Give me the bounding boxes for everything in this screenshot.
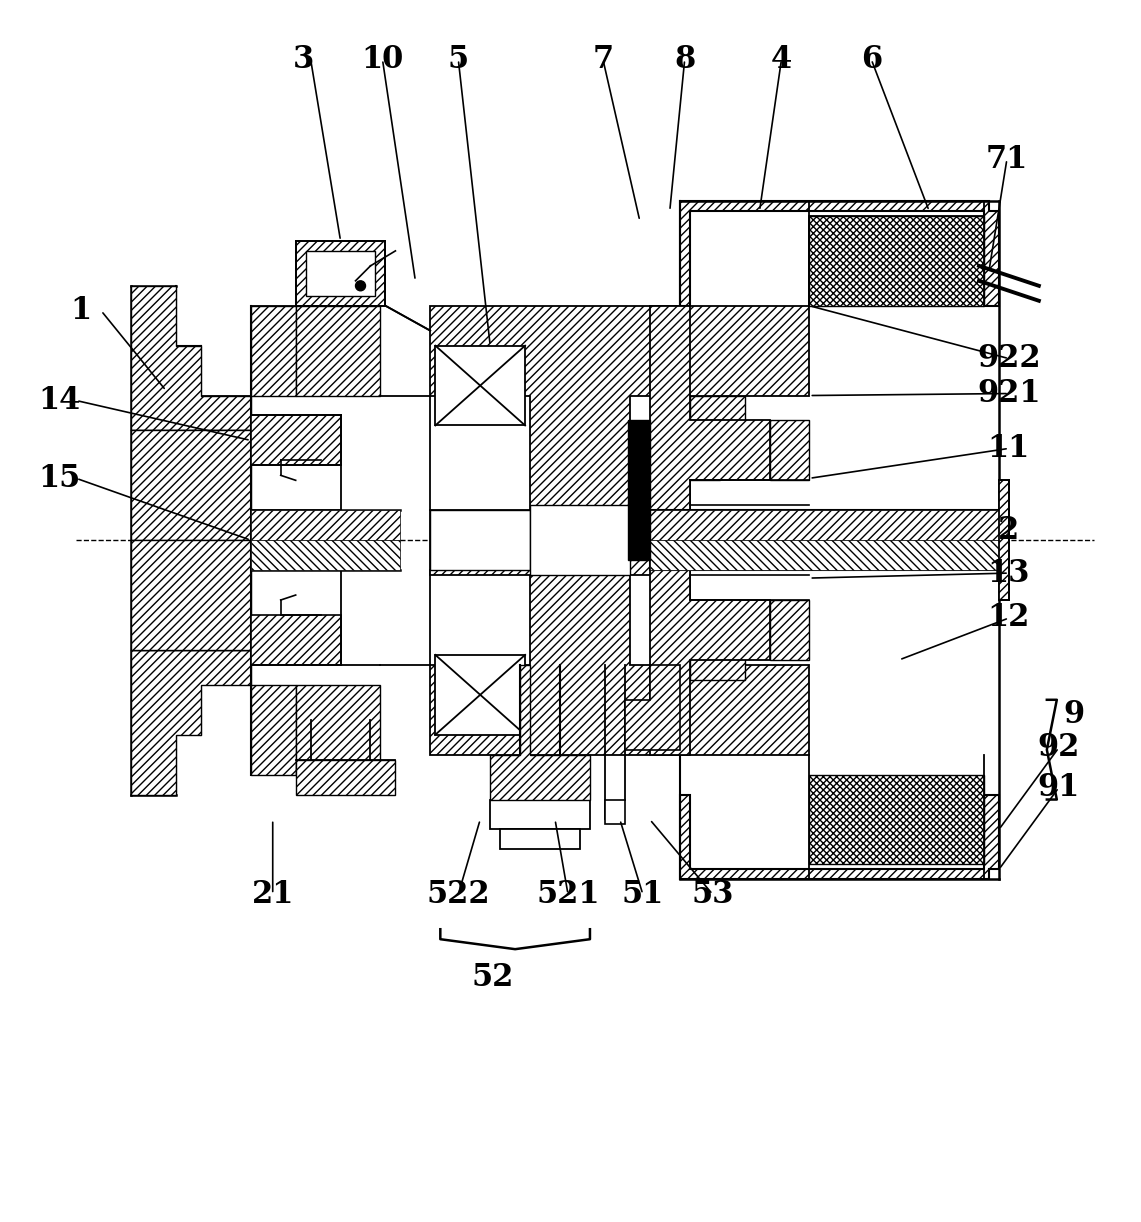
Polygon shape — [650, 540, 1000, 571]
Text: 4: 4 — [771, 44, 792, 75]
Text: 15: 15 — [38, 463, 80, 494]
Text: 922: 922 — [977, 343, 1041, 374]
Bar — [809, 216, 984, 306]
Polygon shape — [680, 794, 1000, 880]
Bar — [717, 602, 772, 657]
Text: 7: 7 — [592, 44, 614, 75]
Text: 5: 5 — [447, 44, 469, 75]
Text: 92: 92 — [1037, 732, 1081, 764]
Bar — [628, 420, 650, 560]
Polygon shape — [650, 511, 1000, 540]
Polygon shape — [650, 571, 769, 755]
Bar — [436, 346, 525, 425]
Polygon shape — [625, 665, 680, 749]
Text: 9: 9 — [1063, 699, 1084, 731]
Polygon shape — [430, 511, 531, 571]
Polygon shape — [251, 511, 340, 571]
Polygon shape — [680, 306, 809, 505]
Text: 6: 6 — [860, 44, 882, 75]
Polygon shape — [531, 505, 630, 576]
Text: 51: 51 — [622, 879, 664, 910]
Polygon shape — [251, 511, 400, 540]
Text: 52: 52 — [471, 962, 513, 992]
Polygon shape — [689, 600, 720, 660]
Text: 1: 1 — [71, 296, 91, 326]
Text: 8: 8 — [674, 44, 695, 75]
Text: 522: 522 — [427, 879, 491, 910]
Bar — [605, 799, 625, 825]
Polygon shape — [131, 650, 251, 794]
Text: 21: 21 — [251, 879, 294, 910]
Bar — [809, 216, 984, 306]
Text: 91: 91 — [1037, 772, 1079, 803]
Polygon shape — [689, 655, 745, 679]
Text: 14: 14 — [38, 385, 80, 415]
Polygon shape — [251, 306, 296, 396]
Text: 3: 3 — [293, 44, 314, 75]
Text: 12: 12 — [988, 602, 1030, 633]
Polygon shape — [689, 396, 745, 425]
Polygon shape — [650, 511, 1000, 571]
Bar — [436, 655, 525, 734]
Text: 2: 2 — [998, 514, 1020, 546]
Polygon shape — [680, 200, 1000, 306]
Text: 521: 521 — [536, 879, 600, 910]
Polygon shape — [689, 420, 720, 480]
Polygon shape — [1000, 480, 1009, 600]
Polygon shape — [296, 306, 380, 396]
Text: 13: 13 — [988, 557, 1030, 589]
Polygon shape — [650, 306, 769, 511]
Polygon shape — [251, 615, 340, 665]
Bar — [809, 775, 984, 864]
Polygon shape — [131, 430, 251, 540]
Polygon shape — [769, 420, 809, 480]
Polygon shape — [251, 415, 340, 466]
Text: 11: 11 — [988, 433, 1030, 464]
Polygon shape — [491, 665, 590, 799]
Polygon shape — [769, 600, 809, 660]
Polygon shape — [251, 540, 400, 571]
Polygon shape — [430, 306, 689, 755]
Text: 10: 10 — [362, 44, 404, 75]
Circle shape — [356, 281, 365, 291]
Polygon shape — [131, 540, 251, 650]
Polygon shape — [131, 286, 251, 430]
Bar — [717, 423, 772, 478]
Polygon shape — [680, 576, 809, 755]
Bar — [296, 241, 386, 306]
Polygon shape — [251, 684, 296, 775]
Bar — [500, 830, 580, 849]
Bar — [491, 799, 590, 830]
Text: 921: 921 — [977, 378, 1041, 409]
Polygon shape — [296, 760, 396, 794]
Bar — [306, 251, 375, 296]
Text: 71: 71 — [986, 144, 1028, 175]
Polygon shape — [296, 684, 380, 775]
Text: 53: 53 — [691, 879, 734, 910]
